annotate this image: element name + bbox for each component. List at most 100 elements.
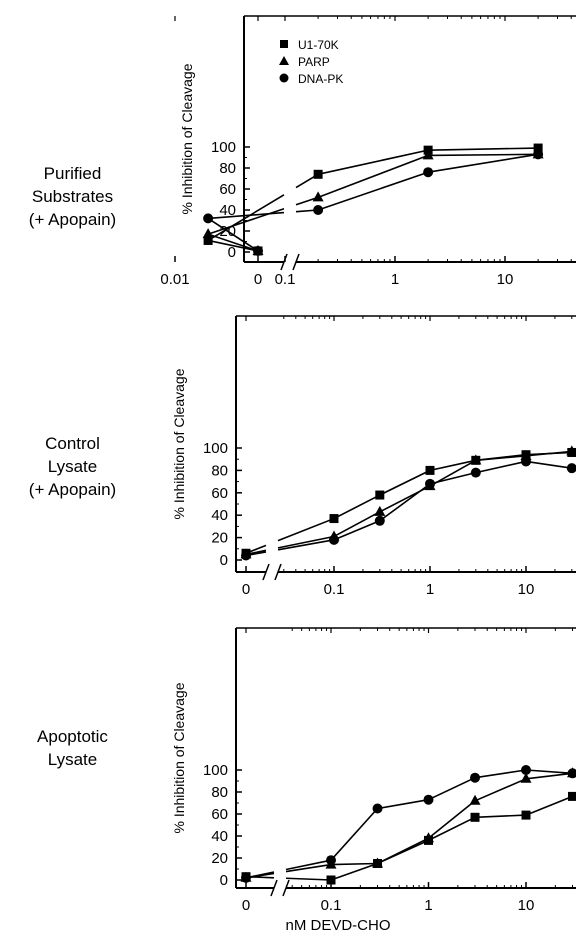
x-axis-break-mark bbox=[280, 253, 300, 271]
marker-circle bbox=[326, 855, 336, 866]
y-tick-label: 80 bbox=[219, 160, 236, 177]
series-line-u1-70k bbox=[207, 147, 539, 252]
marker-circle bbox=[470, 467, 481, 478]
marker-triangle bbox=[312, 191, 324, 202]
series-line-dna-pk bbox=[245, 460, 572, 557]
marker-square bbox=[425, 465, 435, 475]
x-tick-label: 0.01 bbox=[160, 271, 189, 288]
panel-1-label-line: Purified bbox=[43, 164, 102, 183]
x-axis-break-mark bbox=[262, 563, 282, 581]
marker-square bbox=[533, 143, 543, 153]
marker-circle bbox=[425, 478, 435, 489]
marker-triangle bbox=[469, 794, 481, 805]
marker-circle bbox=[566, 463, 576, 474]
series-line-parp bbox=[207, 153, 539, 252]
marker-circle bbox=[253, 245, 263, 256]
marker-triangle bbox=[372, 857, 384, 868]
y-tick-label: 100 bbox=[211, 139, 236, 156]
marker-circle bbox=[374, 515, 385, 526]
series-line-dna-pk bbox=[245, 769, 573, 879]
y-tick-label: 0 bbox=[220, 872, 228, 889]
legend-entry-label: U1-70K bbox=[298, 38, 339, 52]
marker-circle bbox=[470, 772, 481, 783]
y-tick-label: 20 bbox=[211, 850, 228, 867]
x-tick-label: 10 bbox=[497, 271, 514, 288]
y-axis-label: % Inhibition of Cleavage bbox=[179, 63, 195, 214]
legend-circle-marker bbox=[279, 73, 289, 83]
panel-2-label-line: Control bbox=[45, 434, 100, 453]
y-tick-label: 60 bbox=[211, 485, 228, 502]
marker-square bbox=[470, 812, 480, 822]
marker-circle bbox=[567, 768, 576, 779]
series-line-dna-pk bbox=[207, 153, 539, 252]
panel-2-label: Control Lysate (+ Apopain) bbox=[0, 432, 145, 501]
x-tick-label: 1 bbox=[391, 271, 399, 288]
marker-circle bbox=[329, 534, 339, 545]
chart-panel-3: 0 20 40 60 80 100 0 0.1 1 10 % Inhibition of Cleav… bbox=[171, 627, 576, 934]
legend-entry-label: PARP bbox=[298, 55, 330, 69]
marker-circle bbox=[313, 205, 324, 215]
y-tick-label: 0 bbox=[220, 552, 228, 569]
x-tick-label: 0 bbox=[242, 897, 250, 914]
x-tick-label: 0.1 bbox=[275, 271, 296, 288]
x-axis-break-mark bbox=[270, 879, 290, 897]
marker-triangle bbox=[423, 832, 434, 843]
y-tick-label: 20 bbox=[211, 530, 228, 547]
panel-3-label-line: Lysate bbox=[47, 750, 98, 769]
legend-square-marker bbox=[280, 40, 288, 48]
x-tick-label: 10 bbox=[518, 897, 535, 914]
y-tick-label: 40 bbox=[211, 507, 228, 524]
panel-2-label-line: Lysate bbox=[47, 457, 98, 476]
marker-circle bbox=[372, 803, 383, 814]
marker-circle bbox=[203, 213, 214, 224]
marker-square bbox=[329, 514, 339, 524]
legend-entry-label: DNA-PK bbox=[298, 72, 343, 86]
y-tick-label: 100 bbox=[203, 440, 228, 457]
marker-triangle bbox=[520, 772, 532, 783]
marker-circle bbox=[423, 167, 434, 178]
y-axis-label: % Inhibition of Cleavage bbox=[171, 682, 187, 833]
y-tick-label: 80 bbox=[211, 462, 228, 479]
marker-circle bbox=[241, 872, 251, 883]
panel-1-label-line: Substrates bbox=[31, 187, 114, 206]
y-tick-label: 60 bbox=[219, 181, 236, 198]
marker-square bbox=[375, 490, 385, 500]
x-tick-label: 10 bbox=[518, 581, 535, 598]
x-axis-label: nM DEVD-CHO bbox=[285, 917, 390, 934]
y-tick-label: 40 bbox=[219, 202, 236, 219]
series-line-parp bbox=[245, 450, 572, 556]
series-line-parp bbox=[245, 772, 573, 879]
marker-square bbox=[203, 235, 213, 245]
y-tick-label: 0 bbox=[228, 244, 236, 261]
panel-1-label-line: (+ Apopain) bbox=[28, 210, 117, 229]
marker-square bbox=[313, 169, 323, 179]
y-tick-label: 40 bbox=[211, 828, 228, 845]
x-tick-label: 1 bbox=[424, 897, 432, 914]
marker-circle bbox=[521, 765, 531, 775]
x-tick-label: 0 bbox=[254, 271, 262, 288]
legend-triangle-marker bbox=[279, 56, 289, 65]
panel-3-label-line: Apoptotic bbox=[37, 727, 108, 746]
x-tick-label: 1 bbox=[426, 581, 434, 598]
marker-triangle bbox=[470, 454, 482, 465]
y-axis-label: % Inhibition of Cleavage bbox=[171, 368, 187, 519]
marker-square bbox=[568, 791, 576, 801]
marker-circle bbox=[423, 794, 434, 805]
marker-triangle bbox=[566, 445, 576, 456]
panel-1-label: Purified Substrates (+ Apopain) bbox=[0, 162, 145, 231]
marker-triangle bbox=[202, 228, 214, 239]
y-tick-label: 80 bbox=[211, 784, 228, 801]
panel-3-label: Apoptotic Lysate bbox=[0, 725, 145, 771]
marker-square bbox=[326, 875, 336, 885]
x-tick-label: 0.1 bbox=[324, 581, 345, 598]
marker-circle bbox=[533, 149, 544, 160]
marker-circle bbox=[521, 456, 531, 467]
x-tick-label: 0.1 bbox=[321, 897, 342, 914]
marker-triangle bbox=[422, 149, 434, 160]
marker-square bbox=[521, 810, 531, 820]
chart-panel-2: 0 20 40 60 80 100 0 0.1 1 10 % Inhibition of Cleav… bbox=[171, 315, 576, 598]
marker-circle bbox=[241, 550, 251, 561]
marker-triangle bbox=[374, 505, 386, 516]
